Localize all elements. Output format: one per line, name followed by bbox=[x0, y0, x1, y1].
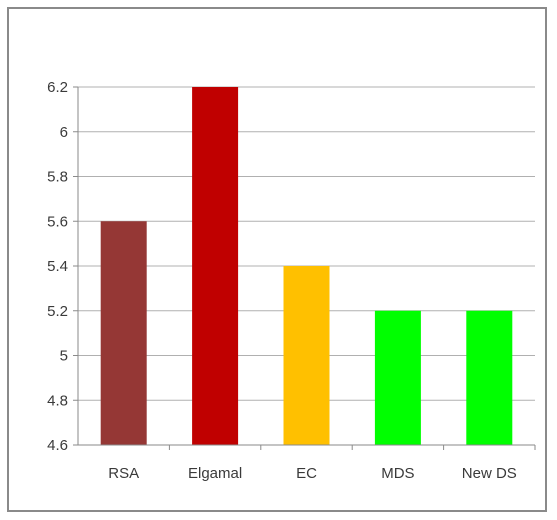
bar-new-ds bbox=[466, 310, 513, 445]
y-tick-label: 5.2 bbox=[47, 303, 68, 320]
bars bbox=[100, 87, 513, 445]
x-tick-label: EC bbox=[296, 465, 317, 482]
chart-frame bbox=[7, 7, 547, 512]
bar-ec bbox=[283, 266, 330, 445]
y-tick-label: 5.8 bbox=[47, 169, 68, 186]
y-tick-label: 5 bbox=[60, 348, 68, 365]
bar-elgamal bbox=[192, 87, 239, 445]
y-tick-label: 4.6 bbox=[47, 437, 68, 454]
x-tick-label: RSA bbox=[108, 465, 139, 482]
y-tick-label: 5.6 bbox=[47, 213, 68, 230]
y-tick-label: 6 bbox=[60, 124, 68, 141]
bar-mds bbox=[374, 310, 421, 445]
x-tick-label: New DS bbox=[462, 465, 517, 482]
x-tick-label: MDS bbox=[381, 465, 414, 482]
gridlines bbox=[78, 86, 535, 401]
y-tick-label: 4.8 bbox=[47, 392, 68, 409]
bar-rsa bbox=[100, 221, 147, 445]
y-axis-ticks: 4.6 4.8 5 5.2 5.4 5.6 5.8 6 6.2 bbox=[47, 79, 78, 454]
x-tick-label: Elgamal bbox=[188, 465, 242, 482]
x-axis-ticks: RSA Elgamal EC MDS New DS bbox=[108, 445, 536, 482]
y-tick-label: 6.2 bbox=[47, 79, 68, 96]
y-tick-label: 5.4 bbox=[47, 258, 68, 275]
